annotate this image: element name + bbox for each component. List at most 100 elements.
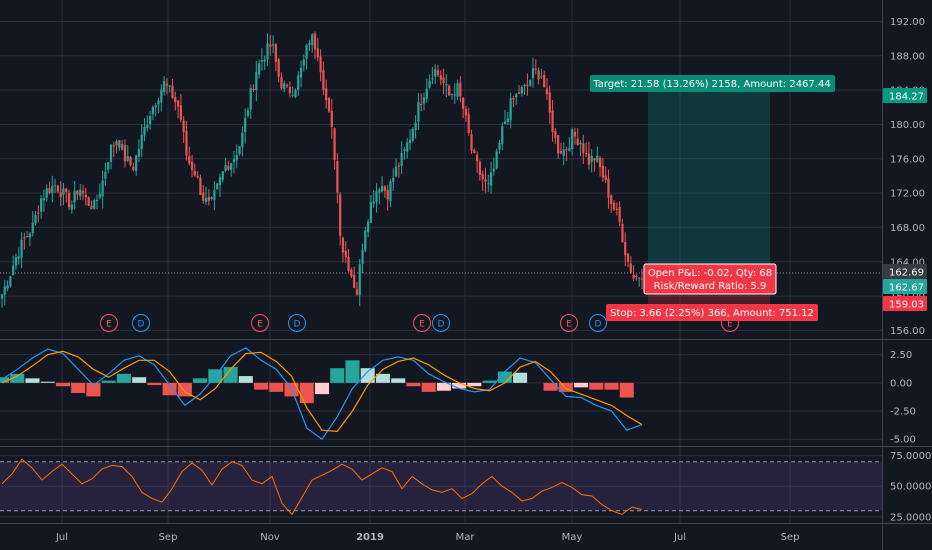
candle-body [283, 83, 286, 90]
candle-body [73, 190, 76, 203]
candle-body [367, 221, 370, 233]
price-tags: 184.27 162.69 162.67 159.03 [883, 88, 927, 311]
dividend-marker[interactable]: D [589, 314, 607, 332]
axis-tick-label: -5.00 [890, 435, 916, 446]
axis-tick-label: 2.50 [890, 350, 912, 361]
candle-body [604, 175, 607, 181]
time-axis[interactable]: Jul Sep Nov 2019 Mar May Jul Sep [55, 532, 799, 543]
candle-body [425, 88, 428, 100]
candle-body [162, 81, 166, 92]
candle-body [266, 43, 269, 60]
candle-body [587, 153, 590, 165]
candle-body [607, 178, 610, 198]
macd-histogram-bar [497, 371, 512, 383]
candle-body [389, 181, 392, 202]
candle-body [462, 97, 465, 109]
price-tag-label: 159.03 [889, 300, 924, 311]
candle-body [358, 264, 361, 296]
candle-body [336, 161, 339, 193]
rsi-pane [0, 458, 882, 516]
candle-body [590, 156, 593, 163]
earnings-marker[interactable]: E [560, 314, 578, 332]
candle-body [115, 141, 118, 146]
candle-body [408, 139, 412, 144]
candle-body [28, 233, 32, 238]
candle-body [501, 126, 504, 145]
candle-body [347, 257, 350, 271]
candle-body [269, 44, 272, 47]
rsi-band [0, 461, 882, 511]
rsi-line [1, 458, 643, 516]
target-label-box[interactable]: Target: 21.58 (13.26%) 2158, Amount: 246… [590, 75, 835, 92]
candle-body [81, 190, 85, 194]
candle-body [431, 78, 434, 80]
candle-body [179, 105, 182, 120]
event-marker-circle [132, 314, 150, 332]
candle-body [414, 122, 417, 131]
candle-body [98, 194, 101, 198]
dividend-marker[interactable]: D [432, 314, 450, 332]
candle-body [495, 151, 498, 169]
candle-body [640, 278, 644, 280]
candle-body [632, 274, 635, 279]
candle-body [579, 142, 582, 145]
candle-body [277, 59, 280, 77]
candle-body [456, 83, 459, 97]
candle-body [397, 165, 400, 167]
stop-label-box[interactable]: Stop: 3.66 (2.25%) 366, Amount: 751.12 [606, 304, 818, 321]
candle-body [442, 77, 445, 83]
time-tick-label: May [562, 532, 583, 543]
candle-body [436, 70, 440, 76]
macd-histogram-bar [254, 382, 269, 390]
candle-body [207, 196, 210, 201]
candle-body [434, 69, 437, 77]
candle-body [322, 70, 325, 91]
target-label: Target: 21.58 (13.26%) 2158, Amount: 246… [592, 79, 830, 90]
candle-body [171, 85, 174, 99]
macd-histogram-bar [55, 382, 70, 387]
candle-body [344, 250, 347, 258]
earnings-marker[interactable]: E [251, 314, 269, 332]
earnings-marker[interactable]: E [100, 314, 118, 332]
dividend-marker[interactable]: D [288, 314, 306, 332]
open-pnl-box[interactable]: Open P&L: -0.02, Qty: 68 Risk/Reward Rat… [643, 263, 777, 295]
candle-body [185, 131, 188, 156]
event-marker-letter: E [566, 320, 572, 330]
macd-histogram-bar [86, 382, 101, 397]
candle-body [79, 189, 82, 197]
candlestick-series [0, 31, 644, 308]
target-zone[interactable] [648, 87, 770, 274]
candle-body [311, 34, 314, 46]
candle-body [48, 188, 51, 193]
macd-axis[interactable]: 2.50 0.00 -2.50 -5.00 [890, 350, 916, 446]
candle-body [263, 59, 266, 62]
earnings-marker[interactable]: E [413, 314, 431, 332]
candle-body [316, 48, 319, 58]
candle-body [428, 80, 431, 88]
event-marker-circle [432, 314, 450, 332]
open-pnl-label: Open P&L: -0.02, Qty: 68 [648, 268, 772, 279]
event-marker-circle [589, 314, 607, 332]
candle-body [520, 87, 523, 94]
candle-body [280, 77, 283, 89]
candle-body [67, 192, 71, 208]
candle-body [202, 192, 205, 201]
axis-tick-label: 156.00 [890, 326, 925, 337]
candle-body [512, 98, 515, 100]
candle-body [302, 59, 305, 66]
candle-body [350, 269, 353, 277]
axis-tick-label: 50.0000 [890, 482, 931, 493]
candle-body [638, 277, 641, 279]
candle-body [372, 201, 375, 204]
price-tag-background [883, 279, 927, 294]
candle-body [598, 158, 602, 168]
candle-body [313, 33, 317, 50]
macd-histogram-bar [116, 373, 131, 383]
candle-body [464, 108, 468, 116]
candle-body [400, 152, 403, 166]
macd-histogram-bar [40, 381, 55, 383]
rsi-axis[interactable]: 75.0000 50.0000 25.0000 [890, 451, 931, 523]
macd-histogram-bar [101, 380, 116, 383]
dividend-marker[interactable]: D [132, 314, 150, 332]
